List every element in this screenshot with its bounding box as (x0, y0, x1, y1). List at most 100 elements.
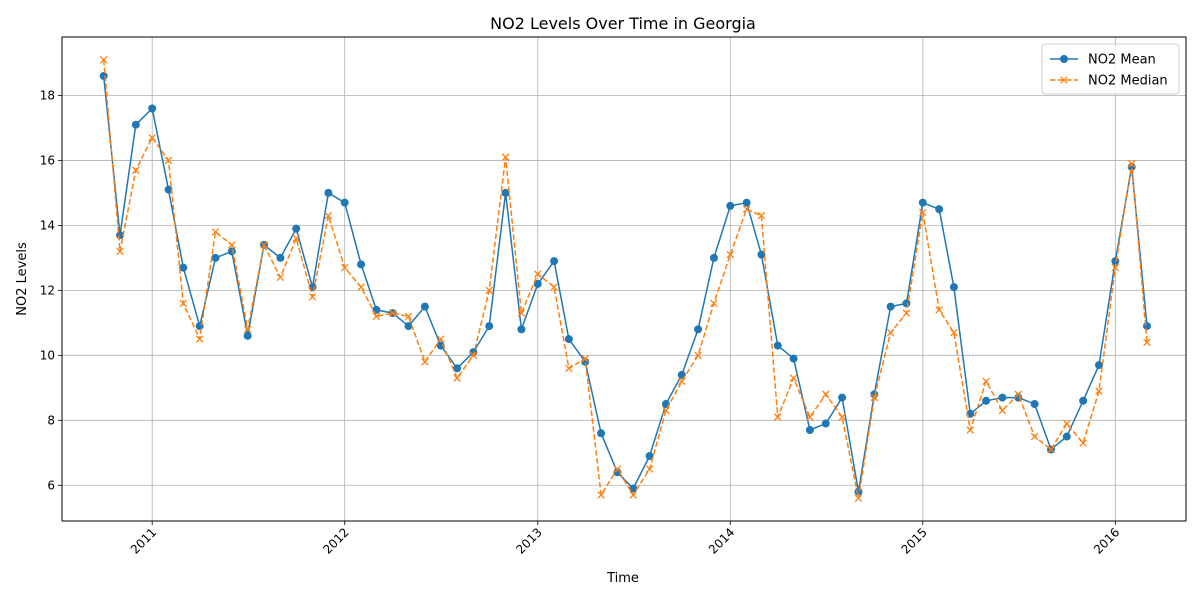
grid (62, 37, 1186, 521)
data-point (517, 325, 526, 334)
data-point (485, 322, 494, 331)
data-point (469, 351, 478, 360)
data-point (148, 133, 156, 142)
data-point (404, 322, 413, 331)
data-point (276, 253, 285, 262)
legend-marker (1060, 55, 1068, 63)
data-point (694, 325, 703, 334)
data-point (179, 299, 188, 308)
y-tick-label: 16 (40, 153, 55, 167)
series-no2-median (99, 55, 1151, 503)
data-point (918, 198, 927, 207)
chart-title: NO2 Levels Over Time in Georgia (490, 14, 756, 33)
data-point (534, 270, 542, 278)
data-point (581, 354, 589, 363)
data-point (243, 325, 252, 334)
data-point (838, 413, 846, 421)
data-point (132, 166, 140, 174)
data-point (919, 208, 927, 217)
data-point (597, 429, 606, 438)
data-point (292, 234, 300, 243)
data-point (1063, 419, 1071, 428)
data-point (982, 377, 990, 386)
x-tick-label: 2016 (1091, 525, 1122, 556)
data-point (935, 205, 944, 214)
data-point (1142, 322, 1151, 331)
y-axis-label: NO2 Levels (15, 242, 30, 316)
legend-label: NO2 Median (1088, 74, 1168, 89)
data-point (742, 198, 751, 207)
legend-item-no2-median: NO2 Median (1050, 74, 1168, 89)
data-point (420, 302, 429, 311)
data-point (501, 153, 510, 161)
data-point (950, 328, 958, 337)
plot-series (99, 55, 1151, 503)
x-tick-label: 2014 (706, 525, 737, 556)
data-point (1127, 159, 1136, 168)
x-axis-label: Time (606, 571, 639, 586)
data-point (1079, 439, 1087, 447)
data-point (982, 396, 991, 405)
data-point (935, 306, 943, 314)
data-point (949, 283, 958, 292)
data-point (821, 419, 830, 428)
x-tick-label: 2013 (513, 525, 544, 556)
data-point (854, 494, 863, 503)
data-point (773, 413, 782, 421)
data-point (404, 312, 413, 321)
data-point (1111, 263, 1120, 272)
data-point (211, 253, 220, 262)
data-point (726, 201, 735, 210)
y-tick-label: 14 (40, 218, 55, 232)
data-point (677, 377, 686, 386)
series-line (102, 59, 1148, 500)
data-point (789, 374, 798, 382)
data-point (292, 224, 301, 233)
data-point (1047, 445, 1055, 454)
data-point (211, 228, 220, 236)
data-point (308, 293, 317, 301)
data-point (99, 55, 108, 64)
data-point (662, 406, 670, 415)
data-point (421, 358, 429, 366)
data-point (436, 335, 445, 343)
data-point (260, 241, 268, 249)
data-point (1062, 432, 1071, 441)
plot-area-frame (61, 36, 1187, 522)
data-point (1143, 338, 1151, 347)
data-point (789, 354, 798, 363)
data-point (902, 299, 911, 308)
series-line (102, 75, 1148, 493)
legend-label: NO2 Mean (1088, 53, 1156, 68)
data-point (565, 364, 573, 373)
data-point (902, 309, 911, 317)
data-point (694, 351, 702, 360)
data-point (501, 188, 510, 197)
data-point (340, 198, 349, 207)
data-point (613, 465, 622, 473)
data-point (550, 257, 559, 266)
data-point (179, 263, 188, 272)
data-point (838, 393, 847, 402)
data-point (821, 390, 830, 399)
data-point (243, 331, 252, 340)
data-point (564, 335, 573, 344)
data-point (1079, 396, 1088, 405)
data-point (357, 260, 366, 269)
data-point (485, 286, 493, 295)
data-point (164, 156, 173, 165)
x-tick-label: 2015 (898, 525, 929, 556)
data-point (806, 413, 814, 421)
legend-box (1041, 43, 1180, 95)
data-point (886, 302, 895, 311)
legend: NO2 Mean NO2 Median (1041, 43, 1180, 95)
data-point (1095, 387, 1103, 395)
legend-item-no2-mean: NO2 Mean (1050, 53, 1156, 68)
data-point (388, 309, 397, 317)
y-tick-label: 10 (40, 348, 55, 362)
data-point (1030, 400, 1039, 409)
data-point (372, 312, 381, 321)
data-point (276, 273, 285, 282)
